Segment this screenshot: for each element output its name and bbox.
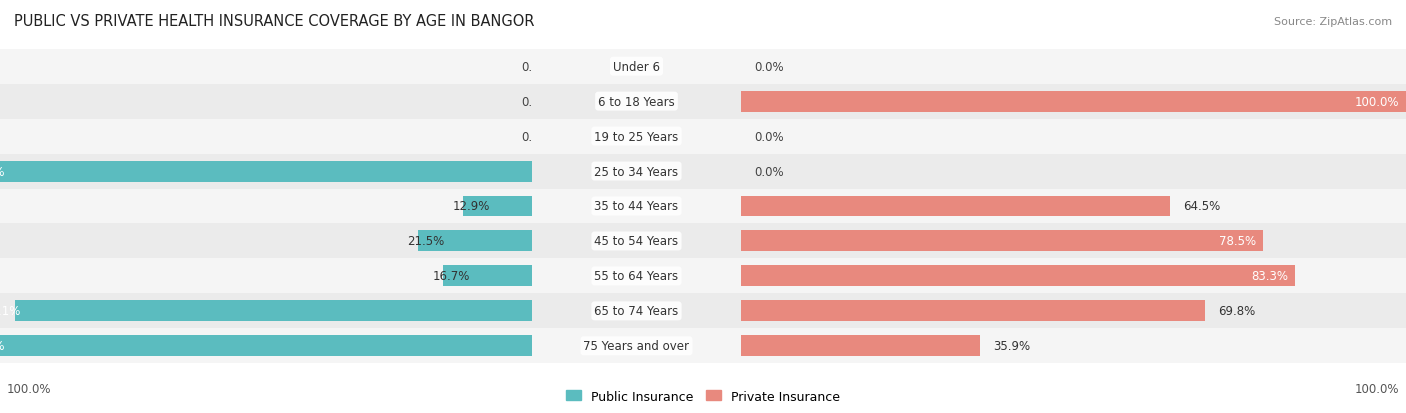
Text: 97.1%: 97.1% xyxy=(0,305,21,318)
Text: 69.8%: 69.8% xyxy=(1219,305,1256,318)
Bar xyxy=(741,91,1406,112)
Text: 0.0%: 0.0% xyxy=(754,130,785,143)
Bar xyxy=(0,119,531,154)
Text: 100.0%: 100.0% xyxy=(1354,382,1399,395)
Text: 12.9%: 12.9% xyxy=(453,200,491,213)
Bar xyxy=(741,50,1406,84)
Text: 6 to 18 Years: 6 to 18 Years xyxy=(598,95,675,108)
Bar xyxy=(0,161,531,182)
Bar xyxy=(741,259,1406,294)
Text: 35.9%: 35.9% xyxy=(993,339,1031,352)
Text: 64.5%: 64.5% xyxy=(1184,200,1220,213)
Text: 100.0%: 100.0% xyxy=(7,382,52,395)
Text: 0.0%: 0.0% xyxy=(754,61,785,74)
Text: 35 to 44 Years: 35 to 44 Years xyxy=(595,200,679,213)
Text: 0.0%: 0.0% xyxy=(522,95,551,108)
Bar xyxy=(531,84,741,119)
Bar xyxy=(531,224,741,259)
Bar xyxy=(0,294,531,329)
Bar xyxy=(741,301,1205,322)
Text: 21.5%: 21.5% xyxy=(406,235,444,248)
Bar xyxy=(531,154,741,189)
Text: 100.0%: 100.0% xyxy=(0,339,6,352)
Text: 25 to 34 Years: 25 to 34 Years xyxy=(595,165,679,178)
Bar xyxy=(418,231,531,252)
Bar xyxy=(0,329,531,363)
Text: Source: ZipAtlas.com: Source: ZipAtlas.com xyxy=(1274,17,1392,26)
Text: 100.0%: 100.0% xyxy=(0,165,6,178)
Text: 65 to 74 Years: 65 to 74 Years xyxy=(595,305,679,318)
Bar xyxy=(531,294,741,329)
Bar xyxy=(741,231,1263,252)
Bar xyxy=(0,50,531,84)
Bar xyxy=(0,154,531,189)
Text: 75 Years and over: 75 Years and over xyxy=(583,339,689,352)
Text: 78.5%: 78.5% xyxy=(1219,235,1257,248)
Bar xyxy=(531,259,741,294)
Bar xyxy=(741,189,1406,224)
Bar xyxy=(741,224,1406,259)
Text: Under 6: Under 6 xyxy=(613,61,659,74)
Text: 100.0%: 100.0% xyxy=(1355,95,1399,108)
Bar xyxy=(741,335,980,356)
Bar xyxy=(464,196,531,217)
Bar xyxy=(0,189,531,224)
Bar xyxy=(531,189,741,224)
Bar xyxy=(0,224,531,259)
Bar xyxy=(741,119,1406,154)
Bar xyxy=(741,84,1406,119)
Bar xyxy=(531,119,741,154)
Text: 0.0%: 0.0% xyxy=(522,130,551,143)
Bar xyxy=(741,329,1406,363)
Bar xyxy=(741,154,1406,189)
Text: 83.3%: 83.3% xyxy=(1251,270,1288,283)
Bar xyxy=(531,50,741,84)
Bar xyxy=(0,84,531,119)
Bar xyxy=(741,294,1406,329)
Text: 55 to 64 Years: 55 to 64 Years xyxy=(595,270,679,283)
Bar xyxy=(531,329,741,363)
Text: 16.7%: 16.7% xyxy=(433,270,470,283)
Bar xyxy=(0,335,531,356)
Bar xyxy=(443,266,531,287)
Text: PUBLIC VS PRIVATE HEALTH INSURANCE COVERAGE BY AGE IN BANGOR: PUBLIC VS PRIVATE HEALTH INSURANCE COVER… xyxy=(14,14,534,29)
Bar xyxy=(741,266,1295,287)
Bar xyxy=(15,301,531,322)
Text: 19 to 25 Years: 19 to 25 Years xyxy=(595,130,679,143)
Text: 0.0%: 0.0% xyxy=(754,165,785,178)
Bar xyxy=(741,196,1170,217)
Text: 45 to 54 Years: 45 to 54 Years xyxy=(595,235,679,248)
Bar xyxy=(0,259,531,294)
Text: 0.0%: 0.0% xyxy=(522,61,551,74)
Legend: Public Insurance, Private Insurance: Public Insurance, Private Insurance xyxy=(567,390,839,403)
